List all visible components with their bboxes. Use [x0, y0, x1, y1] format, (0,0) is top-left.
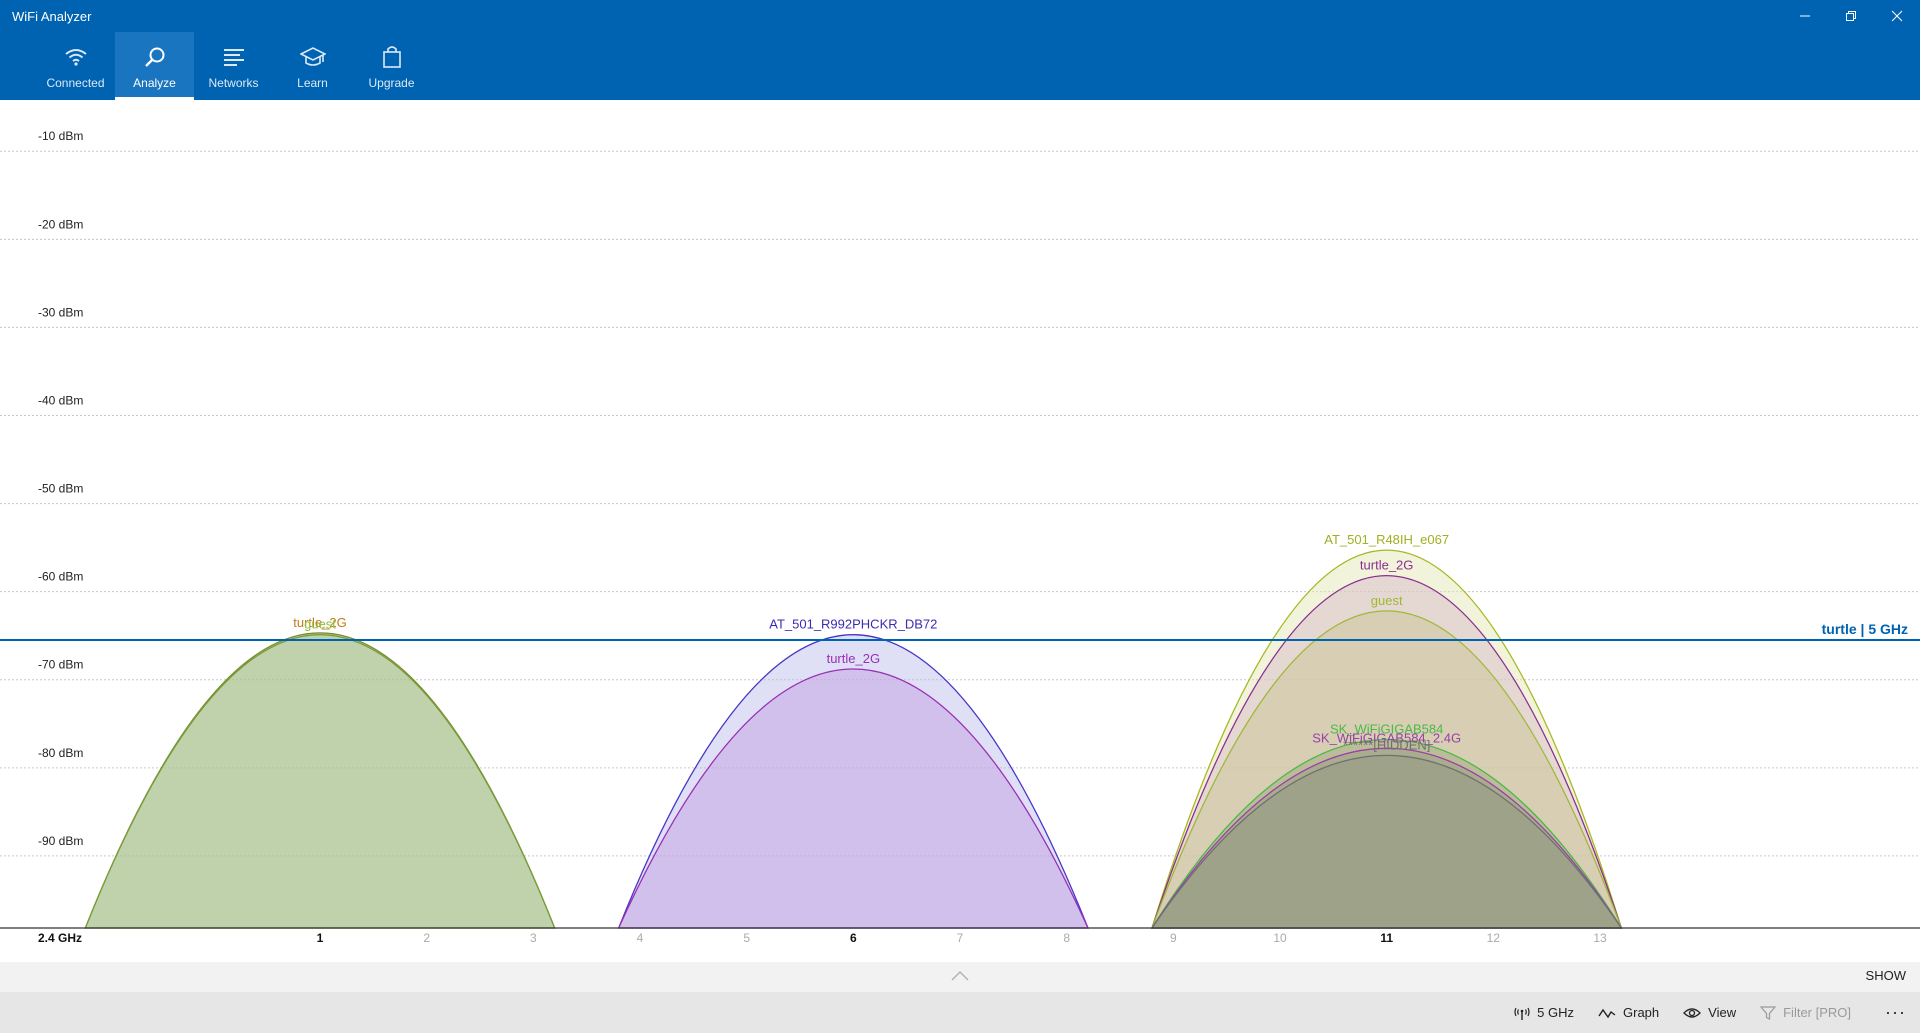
y-tick-label: -10 dBm	[38, 129, 83, 143]
network-label: turtle_2G	[293, 615, 346, 630]
close-button[interactable]	[1874, 0, 1920, 32]
eye-icon	[1683, 1007, 1702, 1018]
grid-layer	[0, 150, 1920, 857]
window-title: WiFi Analyzer	[12, 9, 92, 24]
network-arch	[617, 668, 1090, 929]
x-tick-label: 6	[850, 931, 857, 945]
filter-button[interactable]: Filter [PRO]	[1760, 1005, 1851, 1021]
network-label: SK_WiFiGIGAB584	[1330, 721, 1443, 736]
shopping-bag-icon	[379, 44, 405, 70]
nav-upgrade[interactable]: Upgrade	[352, 32, 431, 100]
x-tick-label: 1	[317, 931, 324, 945]
x-tick-label: 8	[1063, 931, 1070, 945]
command-bar: 5 GHz Graph View Filter [PRO] ···	[0, 992, 1920, 1033]
antenna-icon	[1514, 1007, 1530, 1020]
network-arch	[1150, 738, 1623, 929]
network-arch	[1150, 747, 1623, 929]
network-arch	[1151, 575, 1623, 929]
show-details-button[interactable]: SHOW	[1865, 968, 1906, 983]
network-label: AT_501_R48IH_e067	[1324, 532, 1449, 547]
network-arch	[617, 634, 1089, 929]
view-label: View	[1708, 1005, 1737, 1020]
nav-analyze[interactable]: Analyze	[115, 32, 194, 100]
x-tick-label: 3	[530, 931, 537, 945]
y-tick-label: -60 dBm	[38, 570, 83, 584]
graph-label: Graph	[1623, 1005, 1660, 1020]
y-tick-label: -30 dBm	[38, 305, 83, 319]
close-icon	[1891, 10, 1903, 22]
x-tick-label: 4	[637, 931, 644, 945]
network-label: SK_WiFiGIGAB584_2.4G	[1312, 730, 1461, 745]
y-tick-label: -80 dBm	[38, 746, 83, 760]
network-label: ******[HIDDEN]	[1343, 737, 1430, 752]
axis-layer: -10 dBm -20 dBm -30 dBm -40 dBm -50 dBm -60 d…	[0, 129, 1920, 945]
network-arch	[84, 634, 556, 929]
chevron-up-icon[interactable]	[950, 966, 970, 986]
nav-networks-label: Networks	[208, 76, 259, 90]
magnifier-icon	[142, 44, 168, 70]
x-tick-label: 10	[1273, 931, 1287, 945]
y-tick-label: -20 dBm	[38, 217, 83, 231]
graduation-cap-icon	[299, 44, 326, 70]
network-label: turtle_2G	[827, 651, 880, 666]
nav-analyze-label: Analyze	[133, 76, 176, 90]
network-label: turtle_2G	[1360, 558, 1413, 573]
reference-line-label: turtle | 5 GHz	[1822, 621, 1908, 637]
restore-button[interactable]	[1828, 0, 1874, 32]
band-axis-label: 2.4 GHz	[38, 931, 82, 945]
network-areas	[84, 549, 1623, 929]
band-label: 5 GHz	[1537, 1005, 1575, 1020]
nav-learn[interactable]: Learn	[273, 32, 352, 100]
nav-connected[interactable]: Connected	[36, 32, 115, 100]
wifi-icon	[63, 44, 89, 70]
x-tick-label: 11	[1380, 931, 1393, 945]
wave-icon	[1598, 1008, 1616, 1018]
reference-line-layer: turtle | 5 GHz	[0, 621, 1920, 641]
minimize-icon	[1800, 15, 1810, 17]
network-label: guest	[304, 617, 336, 632]
nav-learn-label: Learn	[297, 76, 328, 90]
network-arch	[1150, 754, 1623, 929]
network-arch	[1151, 610, 1623, 929]
title-and-nav-bar: WiFi Analyzer	[0, 0, 1920, 100]
minimize-button[interactable]	[1782, 0, 1828, 32]
y-tick-label: -40 dBm	[38, 393, 83, 407]
filter-icon	[1760, 1005, 1777, 1020]
network-label: guest	[1371, 593, 1403, 608]
graph-button[interactable]: Graph	[1598, 1005, 1659, 1020]
x-tick-label: 2	[423, 931, 430, 945]
details-expander: SHOW	[0, 962, 1920, 992]
filter-label: Filter [PRO]	[1783, 1005, 1852, 1020]
x-tick-label: 13	[1593, 931, 1607, 945]
view-button[interactable]: View	[1683, 1005, 1736, 1020]
band-button[interactable]: 5 GHz	[1514, 1005, 1574, 1021]
x-tick-label: 7	[957, 931, 964, 945]
network-label: AT_501_R992PHCKR_DB72	[769, 617, 937, 632]
more-icon[interactable]: ···	[1885, 1002, 1906, 1022]
main-nav: Connected Analyze	[36, 32, 431, 100]
x-tick-label: 5	[743, 931, 750, 945]
x-tick-label: 12	[1487, 931, 1501, 945]
nav-upgrade-label: Upgrade	[368, 76, 415, 90]
nav-connected-label: Connected	[46, 76, 105, 90]
restore-icon	[1846, 11, 1856, 21]
signal-chart: turtle | 5 GHz turtle_2G guest AT_501_R992…	[0, 100, 1920, 962]
y-tick-label: -50 dBm	[38, 482, 83, 496]
y-tick-label: -70 dBm	[38, 658, 83, 672]
nav-networks[interactable]: Networks	[194, 32, 273, 100]
window-controls	[1782, 0, 1920, 32]
y-tick-label: -90 dBm	[38, 834, 83, 848]
list-icon	[221, 44, 247, 70]
x-tick-label: 9	[1170, 931, 1177, 945]
